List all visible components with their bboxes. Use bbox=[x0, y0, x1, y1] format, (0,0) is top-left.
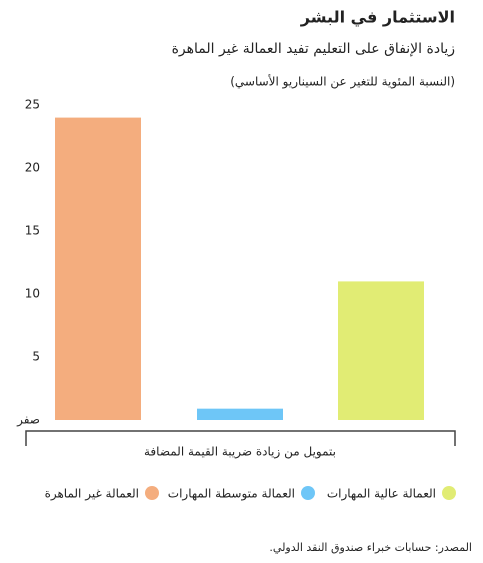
y-tick-label: 20 bbox=[25, 161, 40, 175]
legend-swatch bbox=[301, 486, 315, 500]
chart-subtitle: زيادة الإنفاق على التعليم تفيد العمالة غ… bbox=[172, 41, 455, 57]
y-tick-label: 10 bbox=[25, 287, 40, 301]
y-tick-label: صفر bbox=[16, 413, 40, 428]
legend-label: العمالة غير الماهرة bbox=[45, 487, 139, 502]
x-axis bbox=[25, 430, 456, 446]
legend-swatch bbox=[442, 486, 456, 500]
chart-note: (النسبة المئوية للتغير عن السيناريو الأس… bbox=[230, 74, 455, 90]
y-tick-label: 25 bbox=[25, 98, 40, 112]
x-tick-label: بتمويل من زيادة ضريبة القيمة المضافة bbox=[144, 445, 336, 460]
bar bbox=[55, 117, 141, 420]
y-tick-label: 5 bbox=[32, 350, 40, 364]
y-tick-label: 15 bbox=[25, 224, 40, 238]
legend-label: العمالة عالية المهارات bbox=[327, 487, 436, 502]
bar bbox=[338, 281, 424, 420]
bar bbox=[197, 408, 283, 420]
legend-swatch bbox=[145, 486, 159, 500]
chart-title: الاستثمار في البشر bbox=[300, 8, 455, 28]
source: المصدر: حسابات خبراء صندوق النقد الدولي. bbox=[269, 541, 472, 554]
legend-label: العمالة متوسطة المهارات bbox=[168, 487, 295, 502]
